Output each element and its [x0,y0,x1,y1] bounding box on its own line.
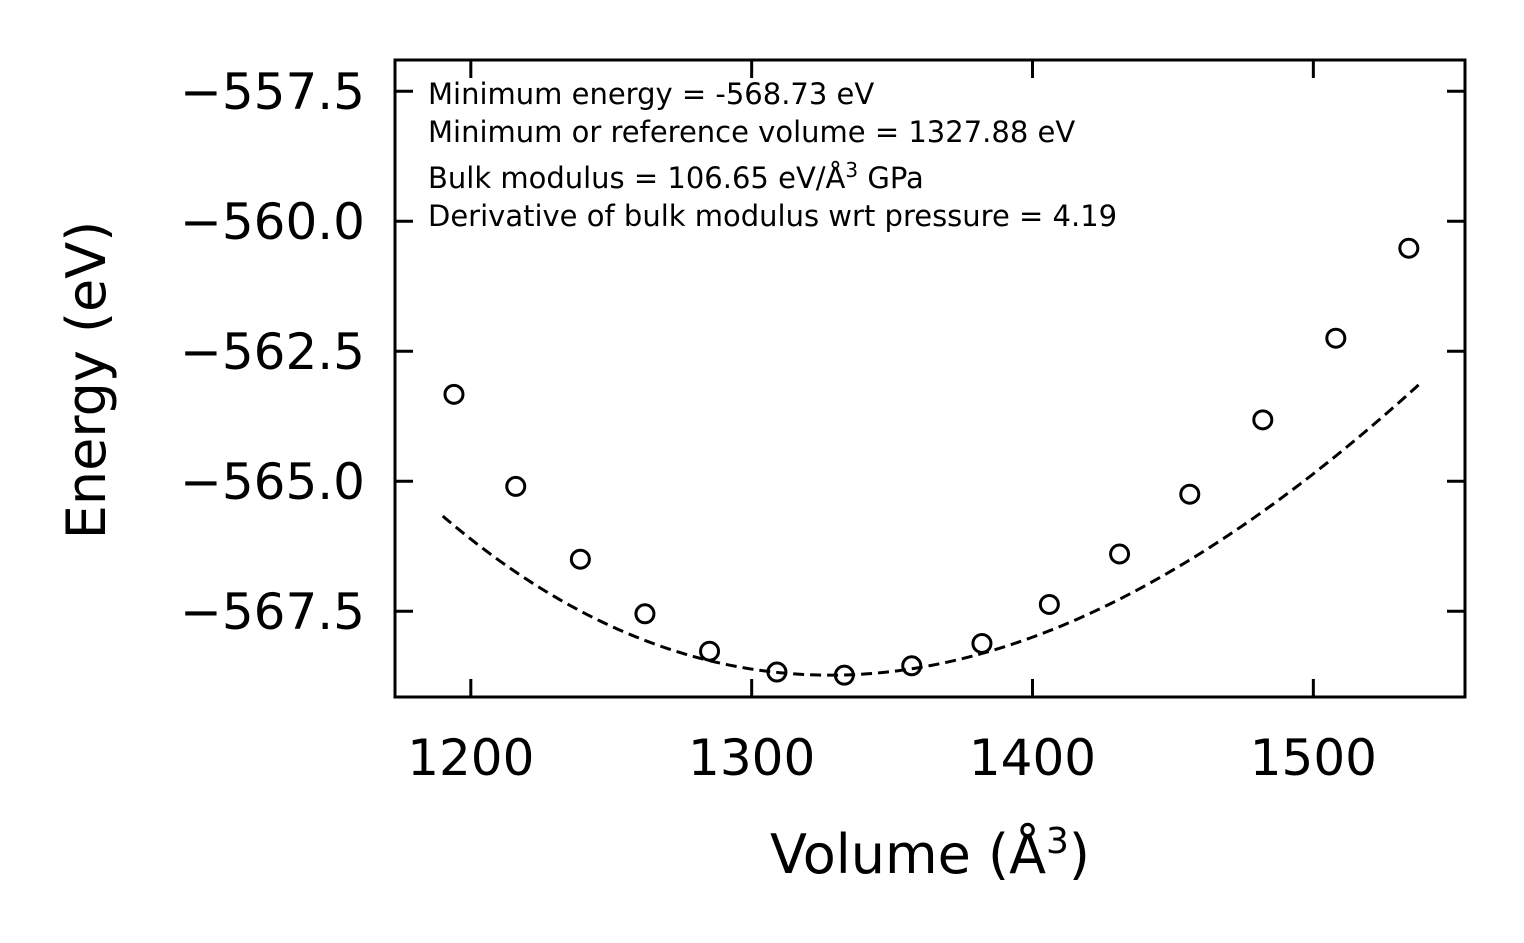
y-tick-label: −567.5 [180,583,365,641]
annotation-bulk-modulus: Bulk modulus = 106.65 eV/Å3 GPa [428,158,924,195]
data-point [569,548,591,570]
x-axis-label-sup: 3 [1046,821,1069,862]
y-tick-label: −562.5 [180,323,365,381]
data-point [1252,409,1274,431]
x-axis-label-text: Volume (Å [770,822,1046,886]
annotation-bulk-modulus-derivative: Derivative of bulk modulus wrt pressure … [428,199,1117,233]
annotation-bulk-modulus-suffix: GPa [858,161,924,195]
plot-frame [393,58,1467,699]
data-point [1179,483,1201,505]
x-tick-label: 1500 [1250,729,1377,787]
data-point [505,475,527,497]
data-point [833,664,855,686]
x-tick-label: 1300 [688,729,815,787]
data-point [699,640,721,662]
x-axis-label: Volume (Å3) [770,821,1090,886]
data-point [443,383,465,405]
annotation-bulk-modulus-sup: 3 [845,158,858,182]
y-axis-ticks: −557.5 −560.0 −562.5 −565.0 −567.5 [180,63,1465,641]
y-tick-label: −557.5 [180,63,365,121]
x-axis-ticks: 1200 1300 1400 1500 [407,60,1377,787]
data-point [766,661,788,683]
y-tick-label: −560.0 [180,193,365,251]
y-tick-label: −565.0 [180,453,365,511]
fit-curve [441,382,1422,677]
annotation-min-energy: Minimum energy = -568.73 eV [428,77,874,111]
data-point [634,603,656,625]
annotation-bulk-modulus-text: Bulk modulus = 106.65 eV/Å [428,161,846,195]
x-tick-label: 1200 [407,729,534,787]
data-points [443,237,1420,686]
data-point [1109,543,1131,565]
data-point [1398,237,1420,259]
data-point [971,632,993,654]
data-point [901,655,923,677]
x-tick-label: 1400 [969,729,1096,787]
x-axis-label-suffix: ) [1069,823,1090,886]
data-point [1038,593,1060,615]
data-point [1325,327,1347,349]
y-axis-label: Energy (eV) [55,221,118,540]
annotation-min-volume: Minimum or reference volume = 1327.88 eV [428,115,1075,149]
